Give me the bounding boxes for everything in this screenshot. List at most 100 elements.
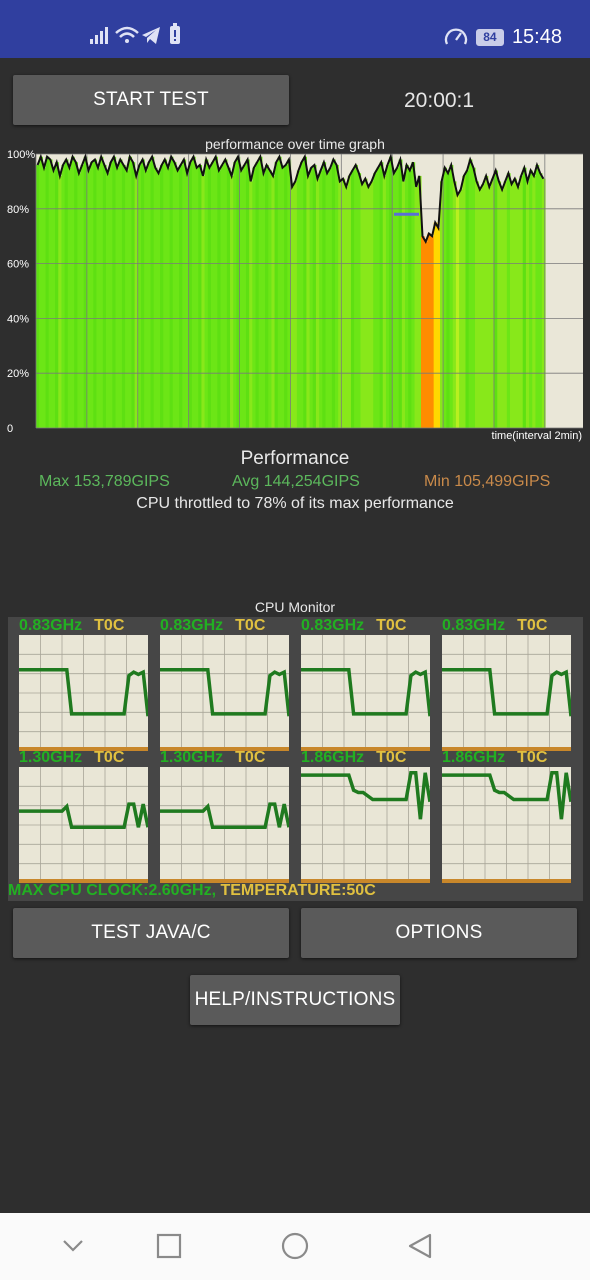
- performance-band: [90, 162, 94, 428]
- options-button[interactable]: OPTIONS: [301, 908, 577, 958]
- core-temperature: T0C: [517, 749, 548, 766]
- performance-title: Performance: [240, 448, 350, 469]
- performance-band: [210, 162, 215, 428]
- core-chart: [442, 635, 571, 751]
- core-frequency: 0.83GHz: [301, 617, 365, 634]
- performance-band: [55, 162, 59, 428]
- performance-band: [147, 162, 152, 428]
- battery-alert-icon: [170, 23, 180, 44]
- performance-band: [322, 162, 327, 428]
- performance-line: [36, 153, 545, 244]
- performance-band: [58, 175, 63, 428]
- core-label: 0.83GHz T0C: [160, 617, 265, 635]
- performance-band: [230, 175, 234, 428]
- performance-band: [195, 167, 199, 428]
- core-chart-svg: [19, 635, 148, 751]
- core-chart: [19, 635, 148, 751]
- temperature-bar: [160, 879, 289, 883]
- core-temperature: T0C: [235, 749, 266, 766]
- performance-band: [424, 241, 428, 428]
- cpu-monitor-panel: 0.83GHz T0C 0.83GHz T0C 0.83GHz T0C 0.83GHz T0C…: [8, 617, 583, 901]
- performance-band: [370, 181, 374, 428]
- performance-band: [39, 156, 43, 429]
- y-tick-label: 20%: [7, 368, 29, 380]
- core-chart: [301, 767, 430, 883]
- performance-band: [529, 170, 533, 428]
- performance-band: [169, 156, 174, 429]
- temperature-bar: [442, 747, 571, 751]
- performance-band: [503, 181, 508, 428]
- performance-band: [182, 159, 187, 429]
- cpu-monitor-title: CPU Monitor: [254, 599, 336, 615]
- performance-band: [36, 164, 40, 428]
- performance-band: [242, 164, 247, 428]
- performance-band: [405, 164, 409, 428]
- performance-band: [128, 156, 133, 429]
- performance-band: [341, 178, 346, 428]
- performance-band: [223, 159, 228, 429]
- performance-band: [160, 164, 164, 428]
- performance-band: [226, 167, 231, 428]
- performance-band: [379, 162, 384, 428]
- y-tick-label: 40%: [7, 313, 29, 325]
- performance-band: [204, 159, 209, 429]
- core-frequency: 1.30GHz: [160, 749, 224, 766]
- core-label: 0.83GHz T0C: [442, 617, 547, 635]
- core-label: 1.30GHz T0C: [160, 749, 265, 767]
- performance-band: [446, 173, 451, 428]
- test-java-c-button[interactable]: TEST JAVA/C: [13, 908, 289, 958]
- nav-down-icon[interactable]: [63, 1240, 83, 1252]
- performance-band: [303, 156, 308, 429]
- performance-band: [207, 167, 212, 428]
- performance-band: [201, 175, 206, 428]
- performance-band: [420, 236, 425, 428]
- performance-band: [471, 167, 476, 428]
- core-frequency: 0.83GHz: [442, 617, 506, 634]
- performance-band: [535, 164, 540, 428]
- performance-band: [510, 184, 514, 428]
- nav-home-icon[interactable]: [281, 1232, 309, 1260]
- help-instructions-button[interactable]: HELP/INSTRUCTIONS: [190, 975, 400, 1025]
- performance-band: [102, 164, 107, 428]
- performance-band: [408, 170, 412, 428]
- performance-band: [236, 156, 241, 429]
- performance-band: [42, 167, 47, 428]
- performance-band: [344, 186, 349, 428]
- performance-graph: 100% 80% 60% 40% 20% 0: [0, 149, 590, 450]
- performance-band: [191, 156, 196, 429]
- performance-band: [360, 184, 365, 428]
- performance-band: [385, 164, 390, 428]
- performance-band: [150, 156, 155, 429]
- performance-band: [163, 159, 168, 429]
- performance-band: [500, 189, 505, 428]
- core-temperature: T0C: [376, 617, 407, 634]
- performance-band: [506, 173, 511, 428]
- core-temperature: T0C: [517, 617, 548, 634]
- core-chart-svg: [19, 767, 148, 883]
- performance-band: [96, 167, 101, 428]
- performance-band: [398, 159, 403, 429]
- core-label: 1.30GHz T0C: [19, 749, 124, 767]
- performance-band: [478, 189, 482, 428]
- core-chart: [442, 767, 571, 883]
- performance-band: [268, 170, 273, 428]
- performance-chart-svg: 100% 80% 60% 40% 20% 0: [7, 149, 583, 435]
- performance-band: [328, 167, 333, 428]
- core-label: 1.86GHz T0C: [301, 749, 406, 767]
- performance-band: [522, 167, 527, 428]
- nav-recents-icon[interactable]: [156, 1233, 182, 1259]
- nav-back-icon[interactable]: [408, 1233, 432, 1259]
- performance-band: [436, 227, 441, 428]
- performance-band: [131, 162, 136, 428]
- performance-band: [296, 170, 301, 428]
- performance-band: [280, 167, 285, 428]
- performance-band: [363, 178, 368, 428]
- performance-band: [156, 173, 161, 428]
- performance-band: [325, 173, 330, 428]
- performance-band: [401, 181, 406, 428]
- y-tick-label: 0: [7, 423, 13, 435]
- performance-band: [440, 181, 444, 428]
- start-test-button[interactable]: START TEST: [13, 75, 289, 125]
- performance-band: [376, 167, 381, 428]
- performance-band: [214, 156, 218, 429]
